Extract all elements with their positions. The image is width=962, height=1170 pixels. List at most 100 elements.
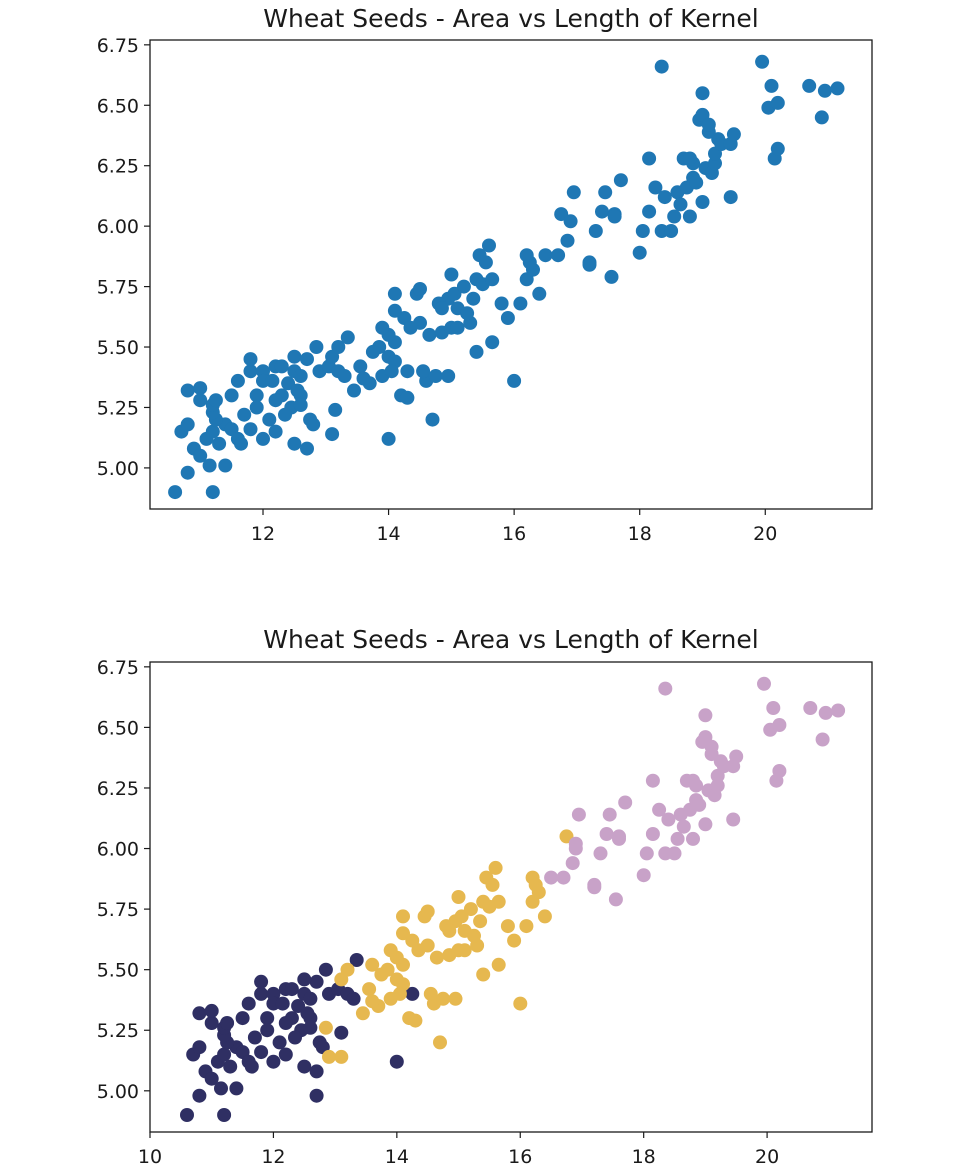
data-point: [466, 291, 481, 306]
x-tick-label: 20: [753, 523, 777, 545]
data-point: [587, 877, 602, 892]
data-point: [757, 676, 771, 691]
data-point: [300, 1006, 315, 1021]
data-point: [288, 1030, 302, 1045]
data-point: [392, 986, 407, 1001]
data-point: [708, 156, 722, 171]
data-point: [642, 151, 657, 166]
data-point: [456, 279, 471, 294]
data-point: [500, 919, 515, 934]
data-point: [256, 364, 270, 379]
x-tick-label: 16: [502, 523, 526, 545]
data-point: [243, 352, 258, 367]
data-point: [491, 894, 506, 909]
y-tick-label: 5.00: [97, 458, 139, 480]
data-point: [485, 335, 500, 350]
data-point: [356, 371, 371, 386]
y-tick-label: 6.75: [97, 35, 139, 57]
point-layer: [168, 54, 845, 500]
data-point: [254, 1045, 269, 1060]
data-point: [218, 458, 233, 473]
data-point: [532, 286, 547, 301]
data-point: [636, 868, 651, 883]
data-point: [830, 81, 845, 96]
data-point: [229, 1081, 244, 1096]
data-point: [632, 245, 647, 260]
data-point: [422, 327, 437, 342]
data-point: [192, 1088, 207, 1103]
data-point: [297, 972, 312, 987]
data-point: [396, 909, 410, 924]
data-point: [180, 417, 195, 432]
data-point: [168, 485, 183, 500]
data-point: [355, 1006, 370, 1021]
x-tick-label: 18: [628, 523, 652, 545]
data-point: [428, 369, 443, 383]
data-point: [639, 846, 654, 861]
data-point: [365, 344, 380, 359]
data-point: [467, 928, 481, 943]
data-point: [544, 870, 559, 885]
data-point: [268, 393, 283, 408]
data-point: [612, 831, 626, 846]
y-axis: 5.00 5.25 5.50 5.75 6.00 6.25 6.50 6.75: [97, 657, 150, 1103]
data-point: [423, 986, 438, 1001]
data-point: [698, 708, 713, 723]
data-point: [710, 778, 725, 793]
y-axis: 5.00 5.25 5.50 5.75 6.00 6.25 6.50 6.75: [97, 35, 150, 480]
data-point: [297, 1059, 312, 1074]
data-point: [525, 870, 540, 885]
data-point: [274, 359, 289, 374]
data-point: [831, 703, 846, 718]
x-tick-label: 14: [376, 523, 400, 545]
data-point: [405, 986, 420, 1001]
data-point: [387, 286, 402, 301]
data-point: [485, 272, 500, 287]
data-point: [673, 197, 688, 212]
data-point: [266, 986, 281, 1001]
data-point: [507, 373, 522, 388]
data-point: [383, 943, 398, 958]
data-point: [254, 974, 269, 989]
data-point: [353, 359, 368, 374]
data-point: [460, 306, 475, 321]
data-point: [755, 54, 770, 69]
data-point: [618, 795, 633, 810]
data-point: [772, 764, 787, 778]
data-point: [654, 59, 669, 74]
data-point: [420, 904, 435, 919]
data-point: [208, 393, 223, 408]
data-point: [193, 381, 208, 396]
data-point: [698, 817, 713, 832]
data-point: [293, 398, 308, 412]
data-point: [442, 923, 457, 938]
data-point: [322, 1049, 336, 1064]
data-point: [814, 110, 829, 125]
data-point: [306, 417, 321, 432]
scatter-chart-top: Wheat Seeds - Area vs Length of Kernel 5…: [97, 4, 873, 545]
data-point: [374, 967, 389, 982]
x-axis: 12 14 16 18 20: [251, 509, 777, 545]
y-tick-label: 5.75: [97, 277, 139, 299]
x-tick-label: 10: [138, 1146, 162, 1168]
data-point: [588, 224, 603, 238]
y-tick-label: 6.00: [97, 216, 139, 238]
y-tick-label: 6.00: [97, 839, 139, 861]
data-point: [204, 1016, 219, 1030]
data-point: [689, 175, 704, 190]
data-point: [413, 282, 427, 296]
y-tick-label: 6.25: [97, 778, 139, 800]
data-point: [235, 1011, 250, 1026]
data-point: [205, 485, 220, 500]
data-point: [667, 846, 682, 861]
data-point: [491, 957, 506, 972]
data-point: [582, 255, 597, 270]
chart-title: Wheat Seeds - Area vs Length of Kernel: [263, 625, 758, 654]
scatter-chart-bottom: Wheat Seeds - Area vs Length of Kernel 5…: [97, 625, 873, 1168]
data-point: [400, 390, 415, 405]
x-axis: 10 12 14 16 18 20: [138, 1132, 779, 1168]
data-point: [416, 364, 431, 379]
data-point: [635, 224, 650, 238]
data-point: [202, 458, 217, 473]
data-point: [695, 195, 710, 209]
